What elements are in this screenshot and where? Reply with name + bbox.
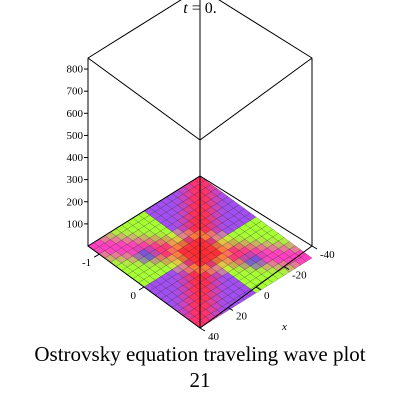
z-tick-label: 300: [67, 174, 84, 186]
y-tick-label: -1: [82, 257, 91, 269]
caption-line-2: 21: [189, 368, 211, 392]
x-tick: [283, 266, 290, 270]
x-tick: [227, 307, 234, 311]
bounding-box-back: [87, 0, 313, 246]
title-variable: t: [183, 0, 188, 17]
box-edge-top-front-right: [199, 57, 313, 141]
x-tick: [199, 327, 206, 332]
title-value: 0.: [204, 0, 217, 17]
caption-line-1: Ostrovsky equation traveling wave plot: [34, 342, 366, 366]
x-tick-label: 0: [264, 290, 270, 302]
surface-mesh: [87, 175, 313, 329]
z-axis: 100 200 300 400 500 600 700 800: [67, 64, 88, 230]
z-tick-label: 800: [67, 64, 84, 76]
box-edge-top-left: [87, 0, 182, 59]
surface-cell: [300, 253, 313, 262]
z-tick-label: 700: [67, 86, 84, 98]
z-tick-label: 600: [67, 108, 84, 120]
x-tick-label: -40: [320, 249, 335, 261]
box-edge-top-right: [218, 0, 313, 59]
x-tick-label: 40: [208, 331, 220, 343]
x-tick-label: -20: [292, 270, 307, 282]
x-tick-label: 20: [236, 311, 248, 323]
z-tick-label: 200: [67, 196, 84, 208]
z-tick-label: 500: [67, 130, 84, 142]
plot-title: t = 0.: [0, 0, 400, 18]
z-tick-label: 400: [67, 152, 84, 164]
title-equals: =: [191, 0, 201, 17]
z-tick-label: 100: [67, 218, 84, 230]
box-edge-top-front-left: [87, 57, 201, 141]
x-axis: -40 -20 0 20 40 x: [199, 245, 335, 343]
x-axis-label: x: [281, 321, 287, 333]
y-axis: -1 0: [82, 253, 145, 302]
x-tick: [255, 286, 262, 291]
y-tick: [93, 253, 100, 258]
x-tick: [311, 245, 318, 250]
y-tick-label: 0: [131, 290, 137, 302]
y-tick: [138, 286, 145, 291]
